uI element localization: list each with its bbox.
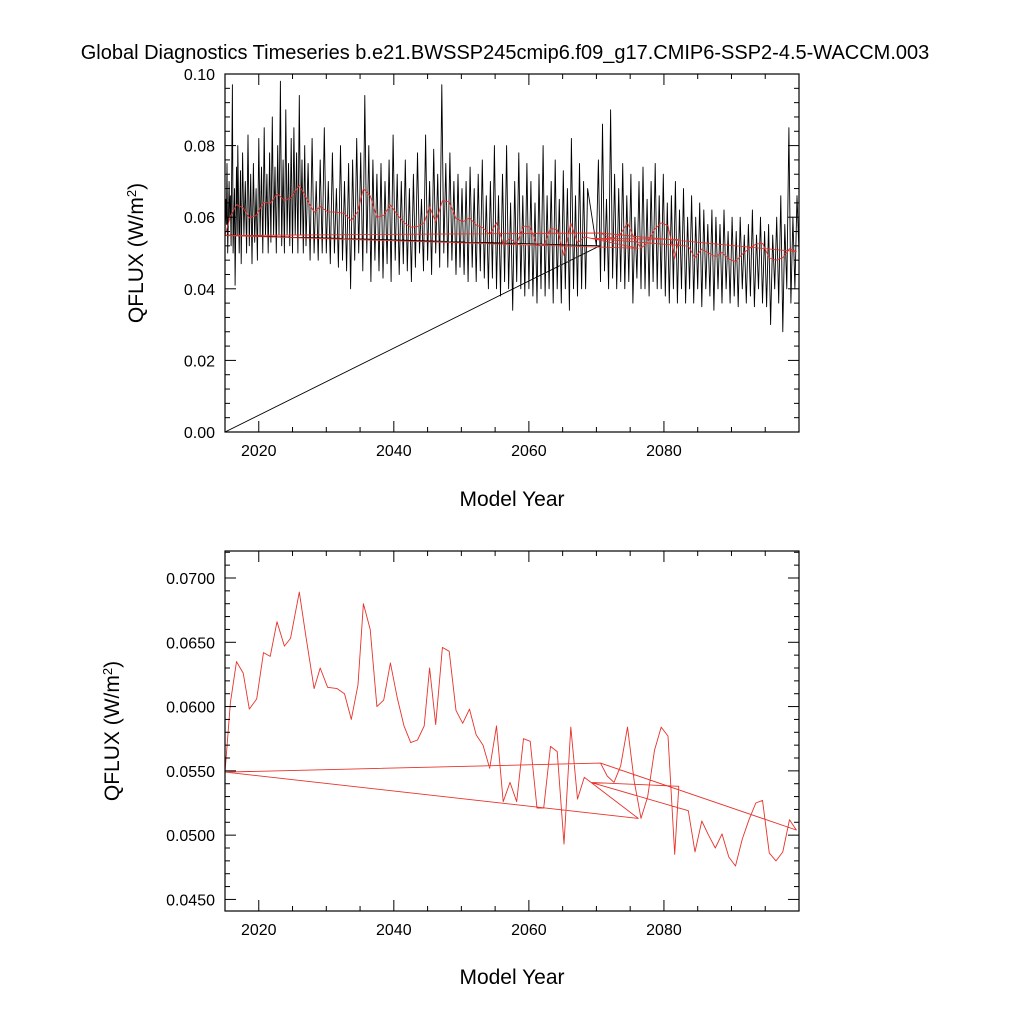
bottom-panel: 2020 2040 2060 2080 0.0450 0.0500 0.0550 0.0600… [100,550,800,989]
y-tick-label: 0.0500 [166,828,215,845]
y-tick-label: 0.0450 [166,892,215,909]
plot-frame [224,550,800,912]
y-tick-label: 0.0700 [166,571,215,588]
y-tick-label: 0.0600 [166,700,215,717]
x-tick-label: 2020 [241,443,277,460]
y-tick-label: 0.0550 [166,764,215,781]
x-axis-label: Model Year [459,488,564,511]
series-line-monthly [225,80,799,432]
y-tick-label: 0.00 [184,425,215,442]
x-tick-label: 2060 [511,922,547,939]
top-panel: 2020 2040 2060 2080 0.00 0.02 0.04 0.06 0.08 0.10… [124,67,800,511]
x-tick-label: 2060 [511,443,547,460]
y-tick-label: 0.0650 [166,635,215,652]
series-line-annual-mean [225,184,797,263]
y-tick-label: 0.10 [184,67,215,84]
y-axis-label: QFLUX (W/m2) [100,661,125,801]
x-tick-label: 2020 [241,922,277,939]
figure-title: Global Diagnostics Timeseries b.e21.BWSS… [81,42,930,64]
x-axis-label: Model Year [459,966,564,989]
y-tick-label: 0.08 [184,139,215,156]
x-tick-label: 2080 [646,443,682,460]
x-tick-label: 2080 [646,922,682,939]
x-tick-label: 2040 [376,922,412,939]
y-tick-label: 0.04 [184,282,215,299]
y-tick-label: 0.02 [184,353,215,370]
x-tick-label: 2040 [376,443,412,460]
y-tick-label: 0.06 [184,210,215,227]
series-line-annual-mean [225,591,797,867]
y-axis-label: QFLUX (W/m2) [124,183,149,323]
plot-frame [224,73,800,433]
